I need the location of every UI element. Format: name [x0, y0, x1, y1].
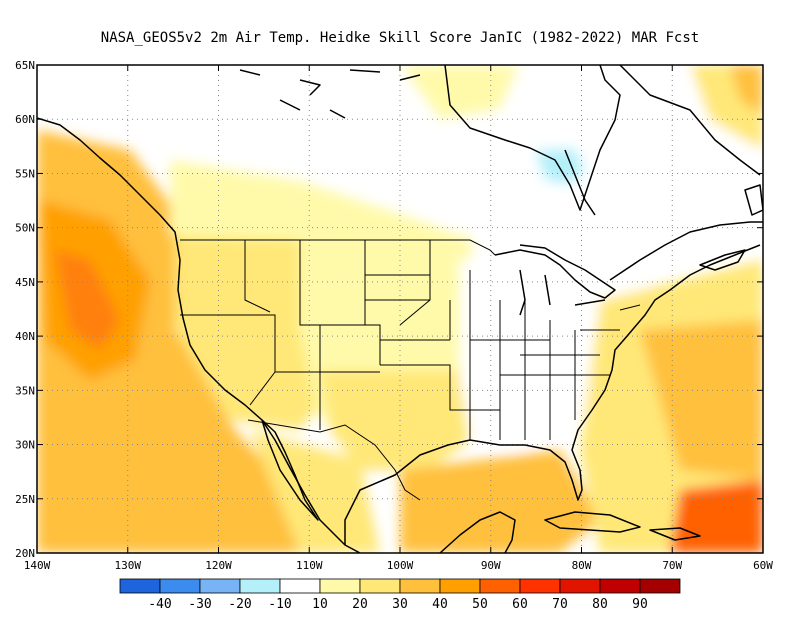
interior-borders: [180, 240, 641, 440]
colorbar-swatch: [639, 578, 681, 594]
region-labrador-warm: [730, 65, 763, 115]
colorbar-label: -20: [228, 597, 251, 612]
labrador-coast: [619, 65, 761, 176]
colorbar-label: -10: [268, 597, 291, 612]
region-western-us: [170, 230, 340, 430]
x-tick-label: 120W: [205, 559, 232, 572]
colorbar-swatch: [159, 578, 201, 594]
region-mexico-west: [250, 430, 380, 553]
colorbar-label: 40: [432, 597, 448, 612]
y-tick-label: 25N: [15, 493, 35, 506]
y-tick-label: 35N: [15, 384, 35, 397]
colorbar-label: 20: [352, 597, 368, 612]
colorbar-label: 50: [472, 597, 488, 612]
colorbar-label: 60: [512, 597, 528, 612]
region-atlantic-warm: [640, 320, 763, 480]
us-mexico-border: [247, 419, 421, 501]
coastlines-and-borders: [37, 65, 763, 553]
y-tick-label: 65N: [15, 59, 35, 72]
colorbar-label: -40: [148, 597, 171, 612]
hispaniola: [649, 527, 701, 541]
cuba: [544, 511, 641, 533]
colorbar-label: 70: [552, 597, 568, 612]
x-tick-label: 80W: [572, 559, 592, 572]
newfoundland: [744, 184, 763, 216]
x-tick-label: 100W: [387, 559, 414, 572]
colorbar-swatch: [359, 578, 401, 594]
y-tick-label: 60N: [15, 113, 35, 126]
colorbar-swatch: [559, 578, 601, 594]
colorbar-label: 10: [312, 597, 328, 612]
y-tick-label: 40N: [15, 330, 35, 343]
colorbar-swatch: [439, 578, 481, 594]
graticule: [37, 65, 763, 553]
us-canada-border: [180, 239, 496, 256]
yucatan: [439, 511, 516, 553]
map-title: NASA_GEOS5v2 2m Air Temp. Heidke Skill S…: [101, 30, 699, 46]
gulf-coast-line: [344, 244, 761, 545]
colorbar-swatch: [599, 578, 641, 594]
colorbar-swatch: [479, 578, 521, 594]
colorbar-swatch: [119, 578, 161, 594]
region-canadian-prairie: [170, 160, 470, 240]
region-hudson-interior: [535, 148, 585, 185]
y-tick-label: 50N: [15, 222, 35, 235]
colorbar-swatch: [519, 578, 561, 594]
x-tick-label: 90W: [481, 559, 501, 572]
skill-score-shading: [37, 65, 763, 553]
colorbar-swatch: [399, 578, 441, 594]
colorbar-label: 30: [392, 597, 408, 612]
x-tick-label: 70W: [662, 559, 682, 572]
region-gulf-of-mexico: [400, 450, 600, 553]
x-tick-label: 130W: [115, 559, 142, 572]
colorbar-swatch: [239, 578, 281, 594]
y-tick-label: 45N: [15, 276, 35, 289]
st-lawrence: [609, 221, 763, 281]
x-tick-label: 60W: [753, 559, 773, 572]
state-borders: [180, 239, 641, 501]
map-panel: 140W 130W 120W 110W 100W 90W 80W 70W 60W 65N 60N 55…: [15, 59, 773, 572]
colorbar: -40 -30 -20 -10 10 20 30 40 50 60 70 80 90: [119, 578, 681, 612]
hudson-bay: [444, 65, 621, 211]
y-tick-label: 55N: [15, 167, 35, 180]
region-pacific-core: [55, 250, 120, 350]
colorbar-swatch: [319, 578, 361, 594]
y-tick-label: 30N: [15, 439, 35, 452]
region-caribbean-max: [670, 480, 763, 553]
nova-scotia: [699, 249, 746, 271]
region-hudson-bay-fringe: [400, 65, 520, 120]
colorbar-label: -30: [188, 597, 211, 612]
baja-california: [261, 419, 319, 521]
colorbar-swatch: [279, 578, 321, 594]
colorbar-swatch: [199, 578, 241, 594]
axis-ticks: 140W 130W 120W 110W 100W 90W 80W 70W 60W 65N 60N 55…: [15, 59, 773, 572]
colorbar-label: 80: [592, 597, 608, 612]
y-tick-label: 20N: [15, 547, 35, 560]
colorbar-label: 90: [632, 597, 648, 612]
x-tick-label: 140W: [24, 559, 51, 572]
x-tick-label: 110W: [296, 559, 323, 572]
arctic-islands: [239, 69, 421, 119]
james-bay: [564, 149, 596, 216]
